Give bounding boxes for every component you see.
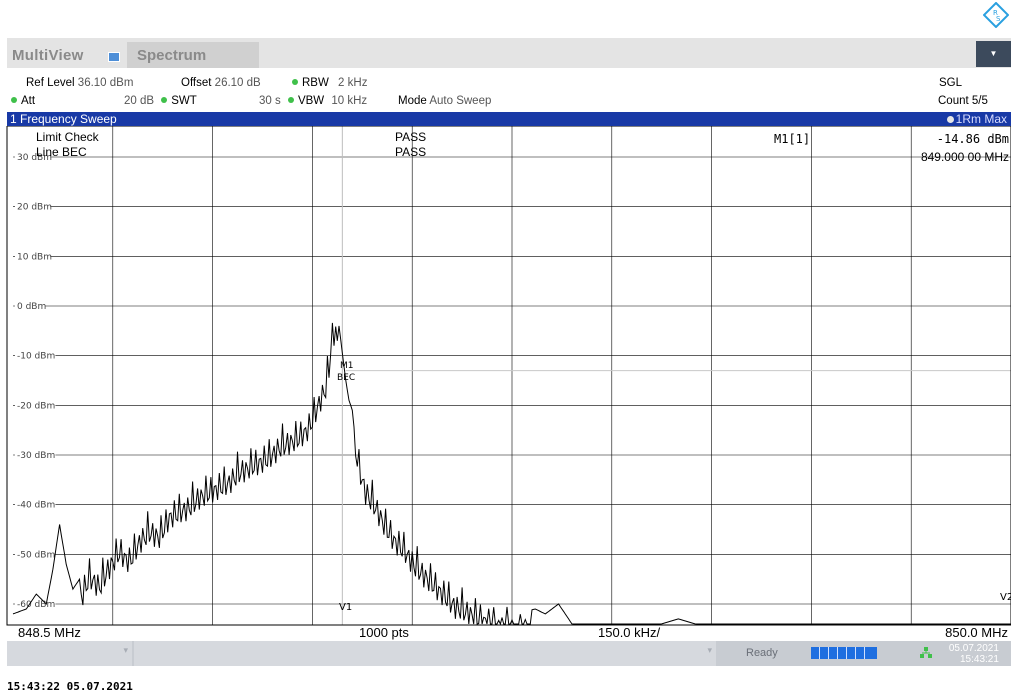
vbw-label: VBW [297,95,325,107]
dropdown-menu-button[interactable]: ▼ [976,41,1011,67]
rbw-value: 2 kHz [338,77,368,89]
sgl-label: SGL [939,77,963,89]
sweep-mode: Mode Auto Sweep [398,95,491,107]
axis-start-frequency: 848.5 MHz [18,625,81,640]
chevron-down-icon: ▾ [707,645,712,655]
status-ready: Ready [746,647,778,659]
screenshot-timestamp: 15:43:22 05.07.2021 [7,680,133,693]
ref-level: Ref Level 36.10 dBm [26,77,133,89]
rohde-schwarz-logo-icon: R S [983,2,1009,28]
tab-spectrum[interactable]: Spectrum [127,42,259,68]
count-label: Count 5/5 [938,95,988,107]
y-tick-label: -10 dBm [17,352,55,362]
y-axis-tick-labels: 30 dBm 20 dBm 10 dBm 0 dBm -10 dBm -20 dBm -30… [15,152,56,610]
trace-window-header[interactable]: 1 Frequency Sweep 1Rm Max [7,112,1011,126]
y-tick-label: -50 dBm [17,550,55,560]
ref-level-label: Ref Level [26,77,75,89]
trace-dot-icon [946,116,954,123]
status-time: 15:43:21 [960,654,999,665]
att-value-group: 20 dB SWT [124,95,197,107]
axis-span-per-div: 150.0 kHz/ [598,625,661,640]
y-tick-label: 0 dBm [17,302,46,312]
offset-label: Offset [181,77,212,89]
status-dot-icon [287,97,294,103]
trace-mode-label: 1Rm Max [955,112,1007,126]
trace-mode: 1Rm Max [946,112,1007,126]
att-label: Att [21,95,36,107]
status-dot-icon [292,79,298,85]
svg-text:R: R [993,9,998,17]
axis-stop-frequency: 850.0 MHz [945,625,1008,640]
rbw-label: RBW [302,77,329,89]
tab-multiview[interactable]: MultiView [12,47,84,64]
y-tick-label: -60 dBm [17,600,55,610]
offset-value: 26.10 dB [214,77,261,89]
status-segment-1[interactable]: ▾ [7,641,132,666]
y-tick-label: 10 dBm [17,252,52,262]
marker-frequency: 849.000 00 MHz [921,150,1009,164]
status-datetime: 05.07.2021 15:43:21 [944,643,999,665]
sgl-indicator: SGL [939,77,962,89]
vbw-value: 10 kHz [331,95,368,107]
axis-points: 1000 pts [359,625,409,640]
marker-level: -14.86 dBm [937,132,1009,146]
plot-frame [6,126,1011,626]
svg-text:S: S [996,15,1001,23]
status-date: 05.07.2021 [948,643,999,654]
marker-m1-label: M1 [340,361,354,371]
mode-value: Auto Sweep [429,95,492,107]
marker-name: M1[1] [774,132,810,146]
line-bec-result: PASS [395,145,426,159]
v2-label: V2 [1000,592,1011,603]
y-tick-label: -40 dBm [17,501,55,511]
ref-level-value: 36.10 dBm [77,77,134,89]
rbw: RBW 2 kHz [292,77,367,89]
chevron-down-icon: ▾ [123,645,128,655]
offset: Offset 26.10 dB [181,77,261,89]
sweep-count: Count 5/5 [938,95,988,107]
mode-label: Mode [398,95,427,107]
status-dot-icon [161,97,168,103]
att: Att [11,95,35,107]
limit-check-label: Limit Check [36,130,100,144]
line-bec-label: Line BEC [36,145,87,159]
swt-vbw-group: 30 s VBW 10 kHz [259,95,367,107]
plot-grid [13,126,1011,625]
y-tick-label: -30 dBm [17,451,55,461]
limit-check-result: PASS [395,130,426,144]
trace-1 [12,322,1011,626]
limit-line-bec-label: BEC [337,373,355,383]
v1-label: V1 [339,602,352,613]
y-tick-label: -20 dBm [17,401,55,411]
multiview-window-icon [108,52,120,62]
swt-value: 30 s [259,95,281,107]
att-value: 20 dB [124,95,155,107]
y-tick-label: 20 dBm [17,203,52,213]
trace-window-title: 1 Frequency Sweep [10,112,117,126]
swt-label: SWT [171,95,197,107]
network-icon [920,647,932,658]
status-dot-icon [11,97,17,103]
spectrum-plot[interactable]: 30 dBm 20 dBm 10 dBm 0 dBm -10 dBm -20 dBm -30… [0,126,1011,641]
dropdown-arrow-icon: ▼ [989,49,998,58]
y-tick-label: 30 dBm [17,153,52,163]
status-segment-2[interactable]: ▾ [134,641,716,666]
tab-spectrum-label: Spectrum [137,47,207,64]
sweep-progress-bar [811,647,877,659]
